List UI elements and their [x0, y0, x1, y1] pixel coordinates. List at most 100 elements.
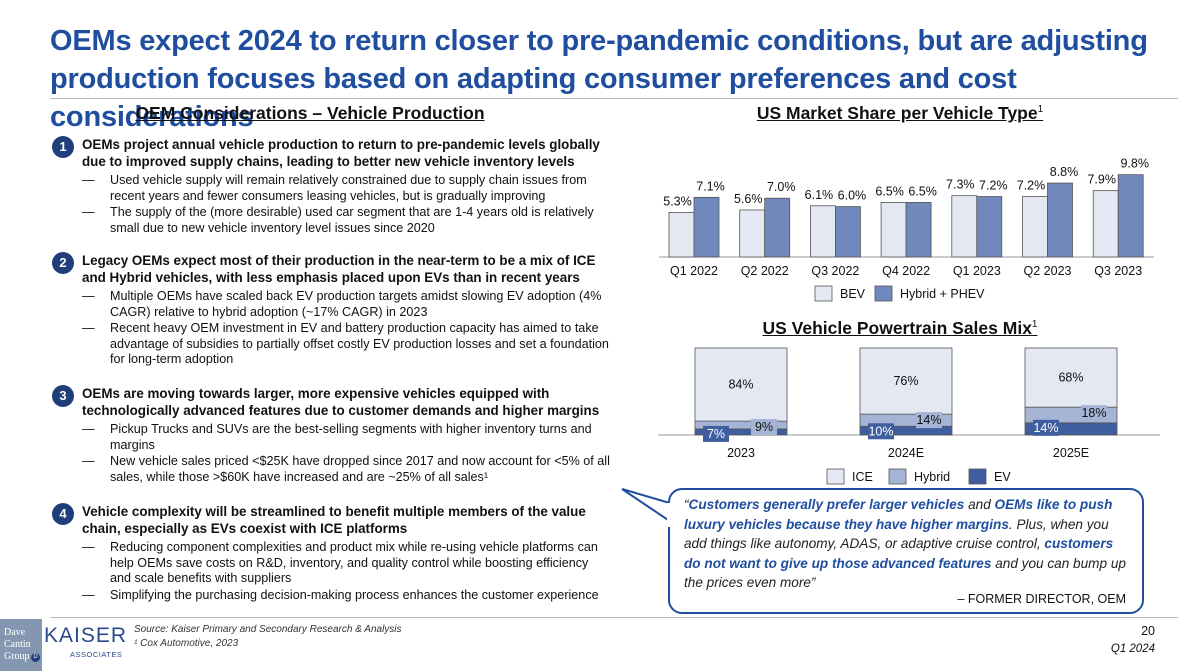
legend-swatch	[826, 468, 845, 485]
data-label: 6.0%	[838, 189, 867, 203]
data-label-bg	[916, 412, 942, 429]
x-tick-label: Q2 2022	[741, 264, 789, 278]
number-badge: 2	[52, 252, 74, 274]
dcg-logo: Dave Cantin Group	[0, 619, 42, 671]
x-tick-label: Q2 2023	[1024, 264, 1072, 278]
data-label: 68%	[1058, 371, 1083, 385]
legend-swatch	[814, 285, 833, 302]
data-label: 7.2%	[1017, 179, 1046, 193]
bar	[1022, 196, 1048, 258]
data-label: 14%	[916, 413, 941, 427]
source-note: Source: Kaiser Primary and Secondary Res…	[134, 624, 402, 649]
number-badge: 1	[52, 136, 74, 158]
bullet-item: — The supply of the (more desirable) used…	[82, 205, 594, 235]
data-label-bg	[751, 419, 777, 436]
x-tick-label: Q4 2022	[882, 264, 930, 278]
bar-segment	[694, 347, 788, 422]
consideration-item-2: 2 Legacy OEMs expect most of their produ…	[52, 252, 612, 369]
data-label: 7%	[707, 427, 725, 441]
bar	[693, 196, 720, 258]
data-label: 7.1%	[696, 179, 725, 193]
market-share-chart: 5.3% 7.1% Q1 2022 5.6% 7.0% Q2 2022 6.1% 6.0% Q3…	[659, 157, 1154, 302]
bar	[834, 206, 861, 258]
bullet-item: — Simplifying the purchasing decision-mak…	[82, 587, 599, 602]
bar	[1092, 190, 1119, 258]
left-section-heading: OEM Considerations – Vehicle Production	[135, 103, 485, 123]
bullet-item: — Recent heavy OEM investment in EV and b…	[82, 321, 609, 367]
legend-label: BEV	[840, 287, 866, 301]
data-label: 6.5%	[875, 184, 904, 198]
bullet-item: — New vehicle sales priced <$25K have dro…	[82, 454, 610, 484]
legend-label: EV	[994, 470, 1011, 484]
bar	[739, 209, 766, 258]
x-tick-label: 2024E	[888, 446, 924, 460]
bar	[951, 195, 978, 258]
x-tick-label: Q3 2023	[1094, 264, 1142, 278]
legend-swatch	[874, 285, 893, 302]
bar	[764, 197, 791, 258]
powertrain-chart: 7% 9% 84% 2023 10% 14% 76% 2024E 14% 18% 68% 2025E I…	[658, 347, 1160, 485]
market-share-chart-title: US Market Share per Vehicle Type1	[756, 103, 1044, 123]
bar	[905, 202, 932, 258]
bar-segment	[859, 347, 953, 415]
page-number: 20	[1141, 624, 1155, 638]
bar	[668, 212, 695, 258]
quote-attribution: – FORMER DIRECTOR, OEM	[957, 592, 1126, 606]
data-label: 14%	[1033, 421, 1058, 435]
powertrain-chart-title: US Vehicle Powertrain Sales Mix1	[762, 318, 1038, 338]
legend-label: ICE	[852, 470, 873, 484]
quote-callout	[668, 488, 1144, 614]
data-label: 5.3%	[663, 194, 692, 208]
data-label: 9%	[755, 420, 773, 434]
data-label: 7.0%	[767, 180, 796, 194]
data-label: 6.5%	[908, 184, 937, 198]
consideration-item-4: 4 Vehicle complexity will be streamlined…	[52, 503, 612, 604]
legend-swatch	[888, 468, 907, 485]
data-label: 6.1%	[805, 188, 834, 202]
consideration-item-1: 1 OEMs project annual vehicle production…	[52, 136, 612, 237]
x-tick-label: Q3 2022	[811, 264, 859, 278]
number-badge: 4	[52, 503, 74, 525]
legend-swatch	[968, 468, 987, 485]
bar	[976, 196, 1003, 258]
title-divider	[50, 98, 1178, 99]
footer-divider	[50, 617, 1178, 618]
bullet-item: — Pickup Trucks and SUVs are the best-sel…	[82, 422, 592, 452]
bar	[1117, 174, 1144, 258]
bar	[880, 202, 907, 258]
data-label: 7.9%	[1087, 173, 1116, 187]
quote-text: “Customers generally prefer larger vehic…	[684, 497, 1126, 590]
quote-pointer-cover	[667, 503, 675, 527]
data-label: 84%	[728, 378, 753, 392]
item-heading: Legacy OEMs expect most of their product…	[82, 253, 596, 285]
bar-segment	[1024, 347, 1118, 408]
data-label: 76%	[893, 374, 918, 388]
x-tick-label: Q1 2023	[953, 264, 1001, 278]
data-label-bg	[1081, 405, 1107, 422]
data-label-bg	[703, 425, 729, 442]
bar	[809, 205, 836, 258]
kaiser-logo: KAISER ASSOCIATES	[44, 624, 128, 659]
item-heading: OEMs project annual vehicle production t…	[82, 137, 600, 169]
x-tick-label: 2023	[727, 446, 755, 460]
data-label: 5.6%	[734, 192, 763, 206]
x-tick-label: 2025E	[1053, 446, 1089, 460]
item-heading: OEMs are moving towards larger, more exp…	[82, 386, 600, 418]
legend-label: Hybrid + PHEV	[900, 287, 985, 301]
data-label: 7.2%	[979, 179, 1008, 193]
data-label: 8.8%	[1050, 165, 1079, 179]
x-tick-label: Q1 2022	[670, 264, 718, 278]
data-label: 18%	[1081, 406, 1106, 420]
data-label: 7.3%	[946, 178, 975, 192]
bar	[1047, 182, 1073, 258]
bullet-item: — Multiple OEMs have scaled back EV produ…	[82, 289, 602, 319]
item-heading: Vehicle complexity will be streamlined t…	[82, 504, 586, 536]
number-badge: 3	[52, 385, 74, 407]
dcg-logo-badge: D	[31, 653, 40, 662]
page-date: Q1 2024	[1110, 643, 1155, 655]
data-label: 10%	[868, 424, 893, 438]
bullet-item: — Used vehicle supply will remain relativ…	[82, 173, 587, 203]
bullet-item: — Reducing component complexities and pro…	[82, 540, 598, 586]
data-label: 9.8%	[1120, 157, 1149, 171]
consideration-item-3: 3 OEMs are moving towards larger, more e…	[52, 385, 612, 486]
